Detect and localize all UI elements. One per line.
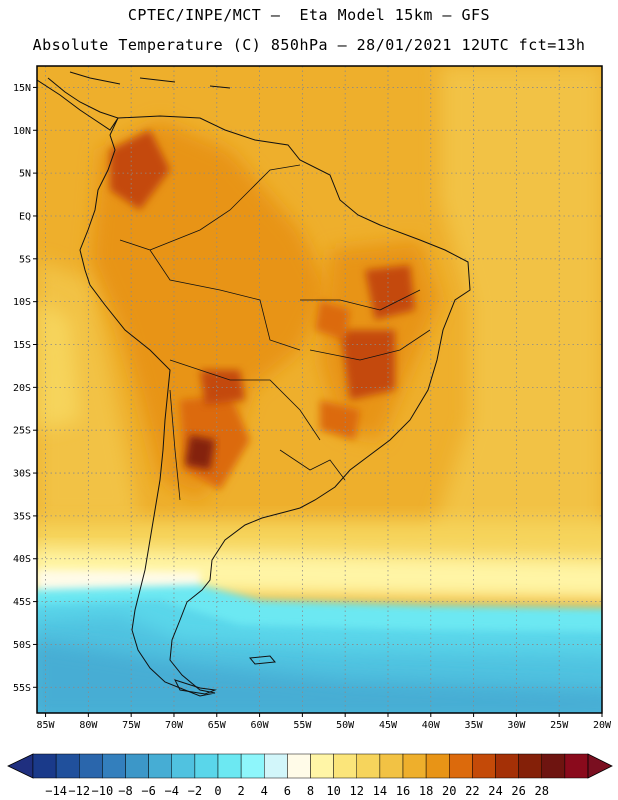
map-title-line-2: Absolute Temperature (C) 850hPa – 28/01/… <box>32 36 586 54</box>
latitude-labels: 15N 10N 5N EQ 5S 10S 15S 20S 25S 30S 35S 40S 45S 50S 5… <box>13 83 31 694</box>
colorbar-swatch <box>148 753 172 779</box>
longitude-labels: 85W 80W 75W 70W 65W 60W 55W 50W 45W 40W 35W 30W 25W 2… <box>37 720 612 731</box>
lat-label: EQ <box>19 211 31 222</box>
border-chile-argentina <box>169 389 181 501</box>
lat-label: 15N <box>13 83 31 94</box>
lon-label: 40W <box>422 720 441 731</box>
colorbar-swatch <box>102 753 126 779</box>
south-america-coastline <box>79 115 471 697</box>
map-title-line-1: CPTEC/INPE/MCT – Eta Model 15km – GFS <box>127 6 491 24</box>
lat-label: 5N <box>19 169 31 180</box>
lat-label: 50S <box>13 640 31 651</box>
colorbar-label: −14 <box>45 784 67 798</box>
colorbar-swatch <box>79 753 103 779</box>
colorbar-label: 18 <box>419 784 433 798</box>
colorbar-label: −2 <box>188 784 202 798</box>
colorbar-swatch <box>125 753 149 779</box>
colorbar-under-arrow <box>7 753 34 779</box>
lat-label: 20S <box>13 383 31 394</box>
colorbar-swatch <box>449 753 473 779</box>
colorbar-label: 10 <box>326 784 340 798</box>
colorbar-swatch <box>472 753 496 779</box>
political-borders <box>119 164 431 501</box>
lon-label: 50W <box>336 720 355 731</box>
colorbar-label: −10 <box>92 784 114 798</box>
colorbar-label: 0 <box>214 784 221 798</box>
lat-label: 15S <box>13 340 31 351</box>
lat-label: 10N <box>13 126 31 137</box>
colorbar-swatch <box>541 753 566 779</box>
colorbar-swatch <box>425 753 450 779</box>
colorbar-label: 8 <box>307 784 314 798</box>
axis-ticks <box>33 86 603 717</box>
caribbean-islands <box>69 71 231 89</box>
lon-label: 30W <box>507 720 526 731</box>
lat-label: 30S <box>13 469 31 480</box>
colorbar-swatch <box>217 753 242 779</box>
lon-label: 35W <box>465 720 484 731</box>
colorbar-swatch <box>32 753 57 779</box>
colorbar: −14 −12 −10 −8 −6 −4 −2 0 2 4 6 8 10 12 14 16 18 20 22 24 26… <box>7 753 613 798</box>
lat-label: 35S <box>13 511 31 522</box>
colorbar-swatch <box>287 753 311 779</box>
lon-label: 25W <box>550 720 569 731</box>
border-uruguay <box>279 449 346 481</box>
border-brazil-states-2 <box>309 329 431 361</box>
lon-label: 60W <box>251 720 270 731</box>
colorbar-over-arrow <box>587 753 613 779</box>
colorbar-label: 24 <box>488 784 502 798</box>
lon-label: 85W <box>37 720 56 731</box>
colorbar-label: −12 <box>68 784 90 798</box>
tierra-del-fuego <box>174 679 217 695</box>
colorbar-label: −6 <box>141 784 155 798</box>
colorbar-swatch <box>402 753 427 779</box>
lat-label: 45S <box>13 597 31 608</box>
colorbar-swatch <box>495 753 519 779</box>
colorbar-label: 4 <box>261 784 268 798</box>
colorbar-label: −4 <box>165 784 179 798</box>
lat-label: 55S <box>13 683 31 694</box>
lon-label: 80W <box>79 720 98 731</box>
colorbar-label: 22 <box>465 784 479 798</box>
colorbar-swatch <box>379 753 404 779</box>
colorbar-label: 26 <box>511 784 525 798</box>
colorbar-swatch <box>264 753 288 779</box>
lon-label: 65W <box>208 720 227 731</box>
colorbar-swatch <box>240 753 265 779</box>
colorbar-label: 28 <box>535 784 549 798</box>
border-center <box>169 359 321 441</box>
lon-label: 20W <box>593 720 612 731</box>
colorbar-swatch <box>518 753 542 779</box>
lat-label: 10S <box>13 297 31 308</box>
colorbar-swatch <box>564 753 589 779</box>
lon-label: 45W <box>379 720 398 731</box>
colorbar-label: 12 <box>350 784 364 798</box>
colorbar-swatch <box>171 753 196 779</box>
colorbar-swatch <box>55 753 80 779</box>
border-north <box>149 164 301 251</box>
lon-label: 55W <box>293 720 312 731</box>
falkland-islands <box>249 655 276 665</box>
colorbar-label: 2 <box>238 784 245 798</box>
border-brazil-states <box>300 289 421 311</box>
lon-label: 70W <box>165 720 184 731</box>
temperature-field <box>37 66 602 713</box>
colorbar-swatch <box>333 753 357 779</box>
colorbar-label: 6 <box>284 784 291 798</box>
colorbar-swatch <box>194 753 219 779</box>
map-frame <box>36 65 603 714</box>
colorbar-label: 20 <box>442 784 456 798</box>
lat-label: 40S <box>13 554 31 565</box>
lat-label: 5S <box>19 254 31 265</box>
lon-label: 75W <box>122 720 141 731</box>
colorbar-swatch <box>356 753 381 779</box>
colorbar-label: 16 <box>396 784 410 798</box>
colorbar-label: −8 <box>118 784 132 798</box>
colorbar-swatch <box>310 753 334 779</box>
lat-label: 25S <box>13 426 31 437</box>
coastlines <box>37 71 471 697</box>
colorbar-label: 14 <box>373 784 387 798</box>
central-america-coastline <box>37 77 119 131</box>
